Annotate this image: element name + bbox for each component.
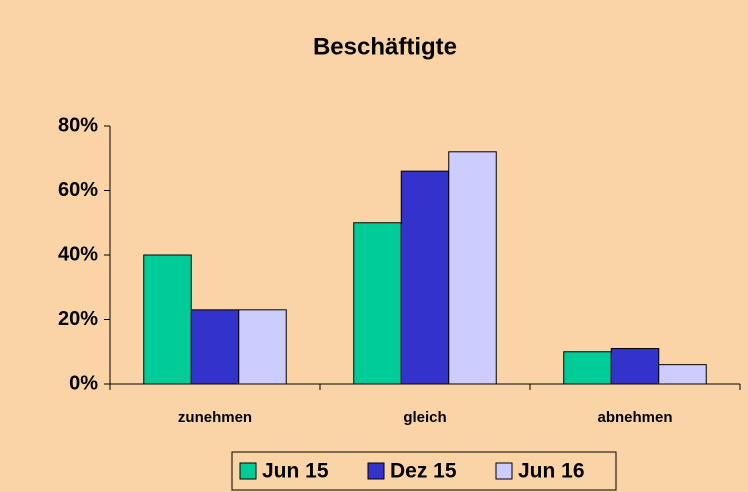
legend-swatch — [367, 462, 385, 480]
y-tick-label: 40% — [58, 243, 98, 265]
legend-swatch — [239, 462, 257, 480]
legend-swatch — [495, 462, 513, 480]
bar — [400, 170, 450, 385]
bar — [353, 222, 402, 385]
bar — [610, 348, 660, 385]
y-tick-label: 20% — [58, 308, 98, 330]
x-tick-label: gleich — [403, 409, 446, 426]
bar — [190, 309, 240, 385]
y-tick-label: 0% — [69, 372, 98, 394]
bar — [143, 254, 192, 385]
chart-title: Beschäftigte — [313, 33, 457, 60]
legend-box — [231, 451, 617, 491]
y-tick-label: 80% — [58, 114, 98, 136]
x-tick-label: abnehmen — [597, 409, 672, 426]
bar — [448, 151, 497, 385]
legend-label: Jun 16 — [518, 460, 585, 483]
bar — [563, 351, 612, 385]
y-tick-label: 60% — [58, 179, 98, 201]
bar — [658, 364, 707, 385]
bar — [238, 309, 287, 385]
legend-label: Dez 15 — [390, 460, 457, 483]
legend-label: Jun 15 — [262, 460, 329, 483]
x-tick-label: zunehmen — [178, 409, 252, 426]
